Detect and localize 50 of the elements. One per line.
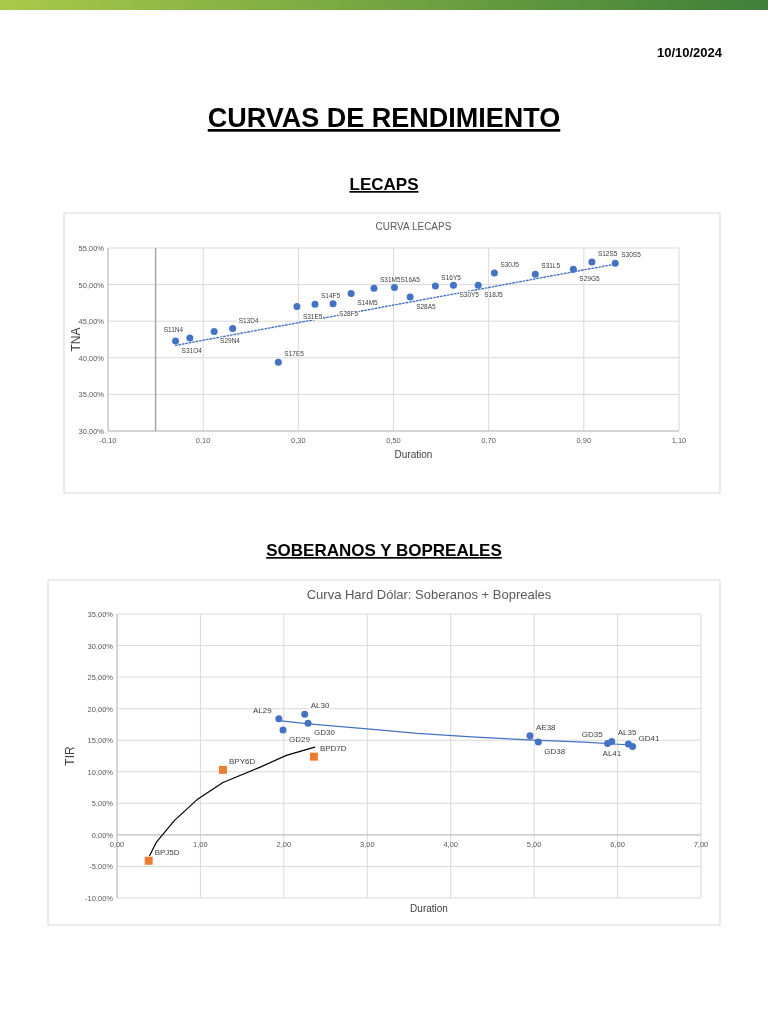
- y-axis-title: TNA: [69, 327, 83, 352]
- point: [406, 293, 414, 301]
- point: [293, 303, 301, 311]
- point: [172, 337, 180, 345]
- text: 10/10/2024: [656, 45, 723, 60]
- point: [279, 726, 287, 734]
- point: [490, 269, 498, 277]
- point: [229, 325, 237, 333]
- point: [531, 270, 539, 278]
- y-axis-title: TIR: [63, 746, 77, 766]
- point: [588, 258, 596, 266]
- text: SOBERANOS Y BOPREALES: [266, 541, 502, 560]
- annotation: GD29: [289, 735, 311, 745]
- chart-title: CURVA LECAPS: [375, 221, 452, 232]
- point: [431, 282, 439, 290]
- point: [186, 334, 194, 342]
- point: [526, 732, 534, 740]
- point: [347, 289, 355, 297]
- point: [311, 300, 319, 308]
- point: [390, 284, 398, 292]
- point: [611, 259, 619, 267]
- annotation: GD30: [314, 728, 336, 738]
- point: [370, 284, 378, 292]
- point: [275, 715, 283, 723]
- point: [309, 752, 318, 761]
- annotation: AL30: [310, 701, 330, 711]
- chart-title: Curva Hard Dólar: Soberanos + Bopreales: [306, 587, 552, 602]
- point: [569, 265, 577, 273]
- x-axis-title: Duration: [394, 449, 433, 460]
- annotation: BPY6D: [228, 756, 256, 766]
- point: [218, 765, 227, 774]
- point: [474, 281, 482, 289]
- annotation: BPD7D: [319, 743, 347, 753]
- text: CURVAS DE RENDIMIENTO: [207, 103, 561, 133]
- annotation: GD38: [544, 747, 566, 757]
- point: [329, 300, 337, 308]
- annotation: BPJ5D: [154, 847, 180, 857]
- annotation: GD35: [581, 730, 604, 740]
- annotation: AE38: [535, 722, 557, 732]
- annotation: GD41: [638, 733, 661, 743]
- point: [274, 358, 282, 366]
- text: LECAPS: [349, 175, 419, 194]
- point: [210, 327, 218, 335]
- point: [301, 710, 309, 718]
- x-axis-title: Duration: [410, 903, 448, 914]
- annotation: AL41: [602, 749, 622, 759]
- point: [449, 281, 457, 289]
- annotation: AL35: [617, 728, 637, 738]
- point: [144, 856, 153, 865]
- annotation: AL29: [253, 705, 273, 715]
